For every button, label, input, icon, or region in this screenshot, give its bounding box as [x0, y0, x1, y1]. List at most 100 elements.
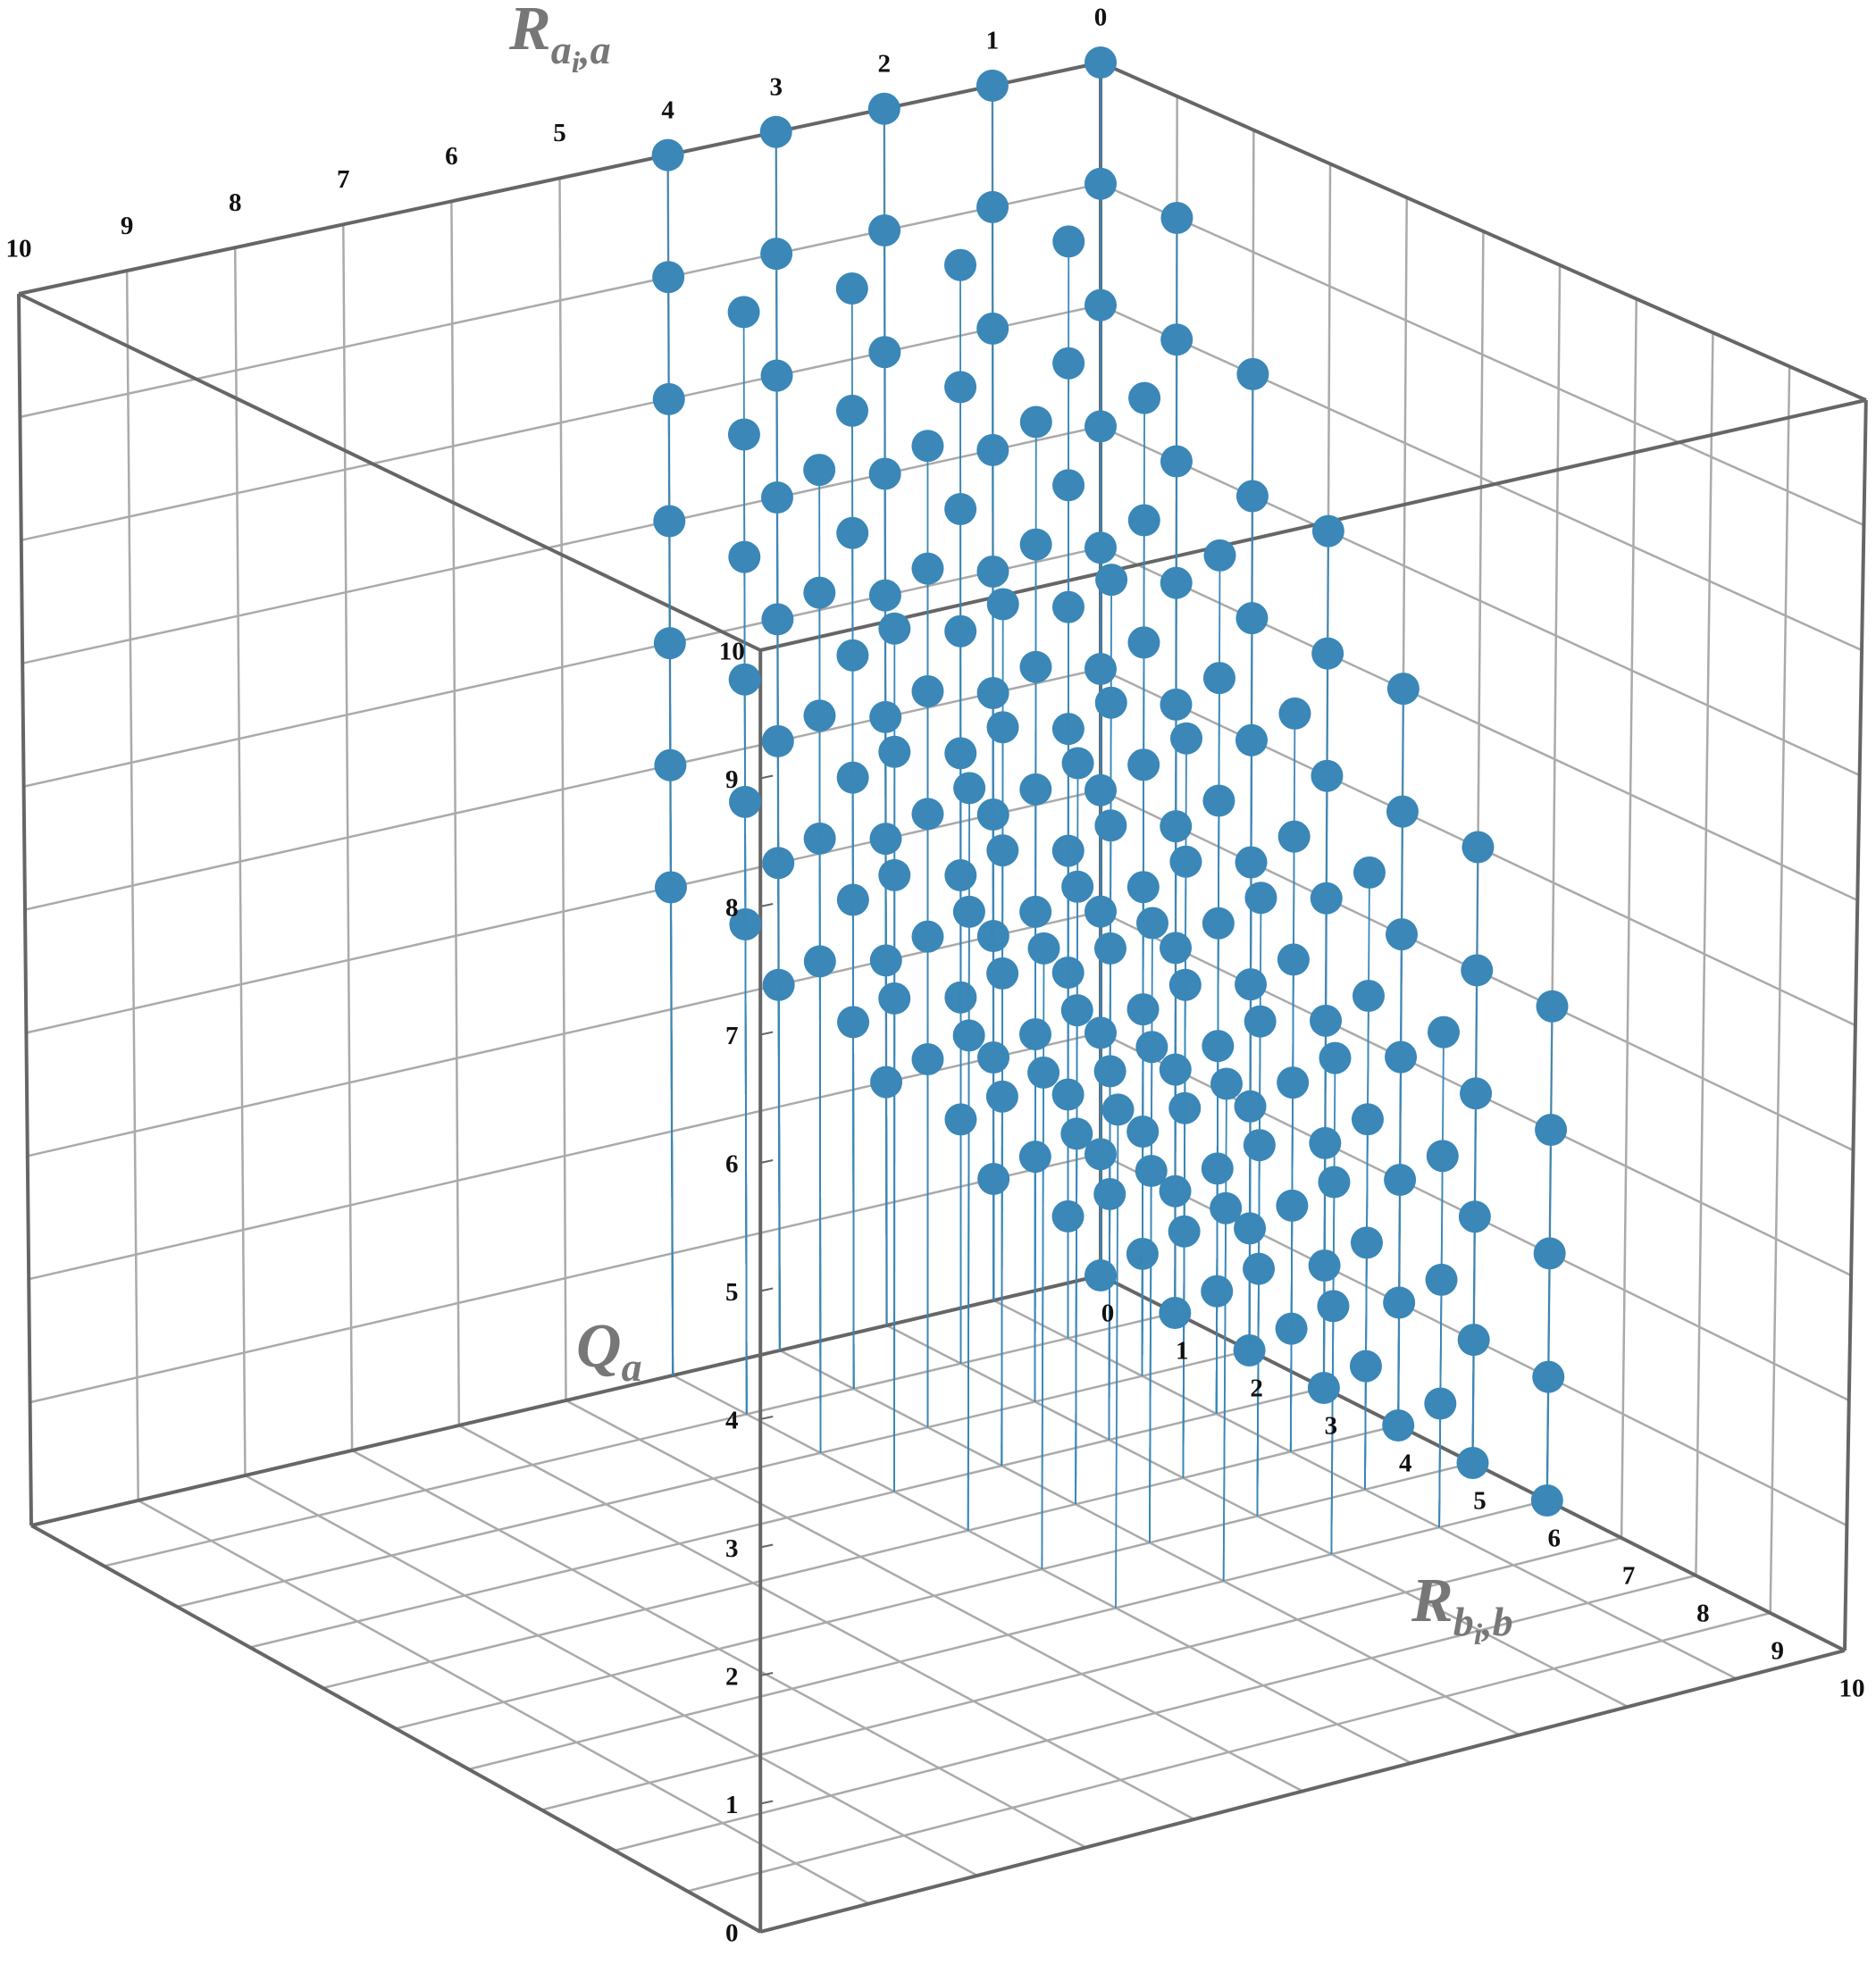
stem [1545, 1006, 1554, 1501]
x-tick-label: 9 [121, 212, 134, 240]
x-tick-label: 1 [986, 27, 1000, 55]
z-tick [759, 1416, 774, 1420]
stem [1141, 397, 1145, 1376]
point [1386, 673, 1420, 706]
stem [850, 288, 855, 1390]
grid-line [24, 667, 1101, 911]
grid-line [21, 304, 1101, 542]
grid-line [614, 1574, 1696, 1852]
stem [1397, 689, 1404, 1426]
z-tick [759, 1800, 774, 1805]
x-tick-label: 6 [445, 142, 458, 171]
point [986, 588, 1019, 621]
point [1210, 1067, 1244, 1100]
y-tick-label: 1 [1176, 1337, 1189, 1366]
point [1244, 882, 1277, 915]
point [1027, 932, 1060, 965]
z-tick-label: 2 [725, 1663, 739, 1692]
x-tick-label: 3 [769, 72, 783, 101]
grid-line [468, 1499, 1548, 1771]
point [1128, 381, 1161, 414]
grid-line [23, 546, 1101, 788]
x-tick-label: 5 [553, 119, 566, 147]
point [1203, 539, 1236, 572]
point [1095, 564, 1128, 597]
z-tick-label: 9 [725, 765, 739, 794]
z-tick-label: 5 [725, 1278, 739, 1307]
stem [1471, 847, 1479, 1464]
z-tick-label: 8 [725, 894, 739, 923]
stem [1438, 1032, 1445, 1528]
point [835, 272, 868, 305]
point [803, 454, 836, 487]
point [1428, 1015, 1461, 1049]
x-tick-label: 7 [337, 165, 350, 194]
grid-line [1100, 547, 1858, 902]
x-axis-title-part: i [572, 46, 581, 79]
stem [1115, 1109, 1119, 1609]
box-edge [30, 1524, 762, 1934]
point [976, 69, 1009, 102]
grid-line [249, 1386, 1325, 1649]
z-tick [759, 1672, 774, 1676]
x-tick-label: 0 [1094, 4, 1108, 32]
stem [1174, 218, 1178, 1314]
stem [1075, 763, 1079, 1505]
point [1536, 990, 1569, 1023]
grid-line [1100, 425, 1861, 777]
stem [1215, 555, 1221, 1415]
stem [1364, 872, 1370, 1490]
y-axis-title-part: i [1474, 1618, 1483, 1651]
point [944, 248, 977, 281]
stem [1222, 1083, 1227, 1582]
grid-line [26, 789, 1101, 1034]
stem [1330, 1057, 1336, 1555]
y-tick-label: 6 [1548, 1525, 1562, 1553]
point [759, 115, 792, 148]
x-axis-title: Rai,a [508, 0, 611, 79]
x-axis-title-part: ,a [579, 27, 611, 72]
point [878, 612, 911, 645]
stem [1248, 373, 1254, 1351]
y-axis-title-part: R [1411, 1567, 1453, 1635]
grid-line [1100, 304, 1863, 652]
point [867, 92, 900, 125]
z-tick [759, 1031, 774, 1036]
z-axis-title-part: Q [576, 1312, 622, 1381]
point [651, 138, 684, 171]
z-tick-label: 3 [725, 1534, 739, 1563]
point [1160, 202, 1193, 235]
point [1101, 1093, 1135, 1126]
y-tick-label: 4 [1399, 1450, 1412, 1478]
box-edge [759, 398, 1867, 652]
point [1085, 46, 1117, 79]
labels: 012345678910012345678910012345678910Rai,… [6, 0, 1865, 1948]
y-axis-title-part: b [1453, 1599, 1474, 1644]
point [727, 296, 760, 329]
x-tick-label: 10 [6, 235, 32, 263]
z-tick-label: 0 [725, 1919, 739, 1948]
box-edge [17, 293, 33, 1526]
y-tick-label: 0 [1101, 1300, 1115, 1328]
stem [959, 264, 962, 1364]
z-tick-label: 4 [725, 1407, 739, 1435]
box-edge [1843, 399, 1868, 1651]
y-axis-title: Rbi,b [1411, 1567, 1513, 1651]
stem [1108, 580, 1113, 1441]
z-tick [759, 903, 774, 907]
box-edge [759, 1649, 1846, 1934]
grid-line [541, 1536, 1622, 1811]
point [1319, 1041, 1352, 1074]
stem [818, 470, 822, 1453]
x-axis-title-part: a [551, 27, 572, 72]
y-tick-label: 3 [1325, 1412, 1338, 1441]
point [911, 430, 944, 463]
grid-line [20, 182, 1101, 419]
z-tick [759, 647, 774, 651]
z-tick [759, 774, 774, 780]
grid-line [21, 425, 1101, 664]
point [1052, 225, 1085, 258]
stem [1256, 898, 1262, 1517]
grid-line [29, 1152, 1101, 1404]
